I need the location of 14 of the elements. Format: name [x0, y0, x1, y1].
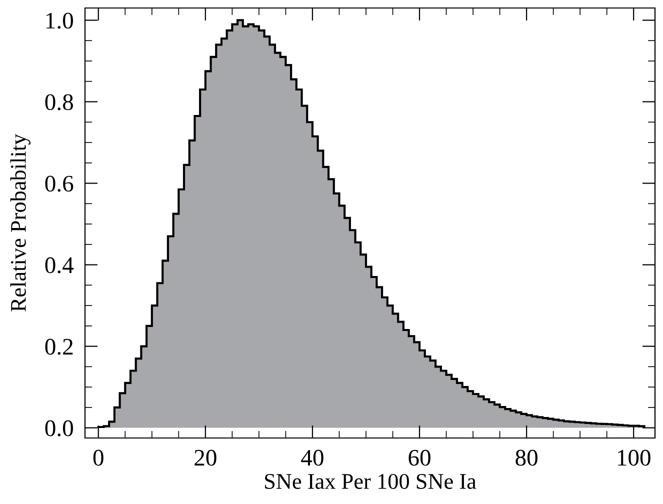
x-tick-label: 80: [516, 450, 538, 466]
x-tick-label: 0: [93, 450, 104, 466]
y-tick-label: 1.0: [46, 12, 73, 29]
x-tick-label: 60: [408, 450, 430, 466]
x-tick-label: 100: [618, 450, 650, 466]
y-tick-label: 0.6: [45, 176, 74, 192]
y-tick-label: 0.4: [45, 257, 74, 274]
y-tick-label: 0.0: [45, 420, 73, 436]
y-axis-title: Relative Probability: [10, 134, 30, 312]
y-tick-label: 0.8: [45, 94, 73, 110]
x-tick-label: 40: [301, 450, 324, 466]
x-axis-title: SNe Iax Per 100 SNe Ia: [265, 474, 476, 489]
y-tick-label: 0.2: [45, 338, 73, 355]
x-tick-label: 20: [194, 450, 216, 466]
